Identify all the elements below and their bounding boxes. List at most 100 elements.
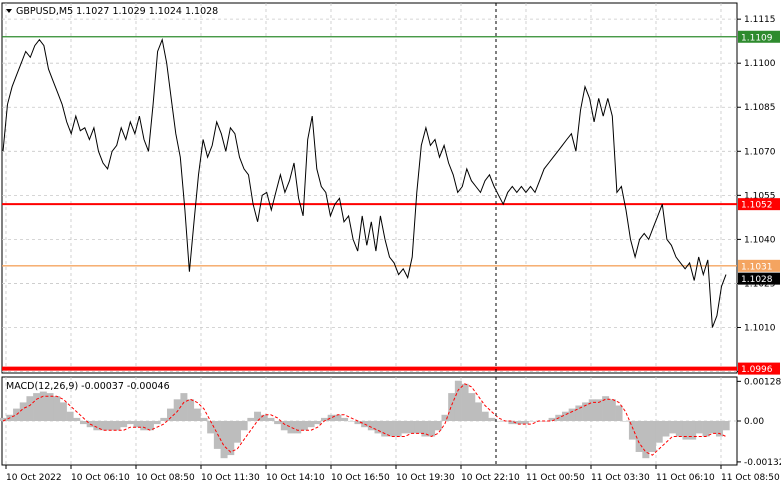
macd-histogram-bar (0, 417, 7, 421)
macd-histogram-bar (702, 421, 710, 437)
macd-histogram-bar (541, 421, 549, 422)
y-tick-label: 1.1070 (744, 147, 776, 157)
macd-histogram-bar (495, 421, 503, 422)
macd-histogram-bar (394, 421, 402, 437)
price-chart-title: GBPUSD,M5 1.1027 1.1029 1.1024 1.1028 (16, 6, 218, 17)
macd-histogram-bar (307, 421, 315, 428)
macd-histogram-bar (428, 421, 436, 437)
macd-histogram-bar (481, 411, 489, 421)
macd-histogram-bar (173, 399, 181, 421)
macd-histogram-bar (528, 421, 536, 422)
macd-histogram-bar (334, 414, 342, 421)
macd-histogram-bar (374, 421, 382, 434)
x-tick-label: 11 Oct 06:10 (656, 473, 715, 483)
macd-histogram-bar (488, 417, 496, 421)
macd-histogram-bar (367, 421, 375, 431)
level-tag (738, 198, 780, 211)
macd-histogram-bar (588, 399, 596, 421)
macd-histogram-bar (73, 417, 81, 421)
x-tick-label: 11 Oct 03:30 (591, 473, 650, 483)
macd-histogram-bar (408, 421, 416, 434)
level-tag-label: 1.1109 (741, 33, 773, 43)
y-tick-label: 1.1040 (744, 235, 776, 245)
y-tick-label: 1.1055 (744, 191, 776, 201)
macd-histogram-bar (160, 417, 168, 421)
macd-histogram-bar (327, 414, 335, 421)
macd-histogram-bar (454, 380, 462, 421)
macd-histogram-bar (602, 396, 610, 421)
macd-histogram-bar (66, 411, 74, 421)
macd-histogram-bar (146, 421, 154, 431)
macd-title: MACD(12,26,9) -0.00037 -0.00046 (6, 381, 170, 392)
current-price-label: 1.1028 (741, 275, 773, 285)
macd-histogram-bar (180, 393, 188, 421)
macd-histogram-bar (53, 396, 61, 421)
macd-histogram-bar (287, 421, 295, 434)
macd-histogram-bar (100, 421, 108, 431)
macd-histogram-bar (133, 421, 141, 428)
x-tick-label: 10 Oct 14:10 (266, 473, 325, 483)
macd-histogram-bar (260, 414, 268, 421)
macd-histogram-bar (13, 408, 21, 421)
macd-histogram-bar (615, 405, 623, 421)
macd-histogram-bar (628, 421, 636, 440)
macd-histogram-bar (561, 411, 569, 421)
macd-histogram-bar (649, 421, 657, 452)
x-tick-label: 10 Oct 16:50 (331, 473, 390, 483)
macd-histogram-bar (320, 417, 328, 421)
dropdown-triangle-icon (6, 9, 12, 13)
macd-histogram-bar (33, 393, 41, 421)
macd-histogram-bar (381, 421, 389, 437)
macd-histogram-bar (140, 421, 148, 431)
macd-histogram-bar (187, 399, 195, 421)
macd-histogram-bar (200, 417, 208, 421)
macd-histogram-bar (227, 421, 235, 456)
y-tick-label: 1.1010 (744, 323, 776, 333)
macd-histogram-bar (655, 421, 663, 443)
macd-histogram-bar (106, 421, 114, 431)
macd-histogram-bar (280, 421, 288, 431)
macd-histogram-bar (521, 421, 529, 425)
macd-histogram-bar (434, 421, 442, 431)
macd-histogram-bar (568, 408, 576, 421)
macd-histogram-bar (113, 421, 121, 431)
macd-histogram-bar (79, 421, 87, 425)
macd-histogram-bar (126, 421, 134, 425)
macd-histogram-bar (247, 417, 255, 421)
level-tag-label: 1.0996 (741, 365, 773, 375)
macd-histogram-bar (213, 421, 221, 449)
macd-histogram-bar (220, 421, 228, 459)
macd-histogram-bar (642, 421, 650, 459)
x-tick-label: 10 Oct 11:30 (201, 473, 260, 483)
x-tick-label: 10 Oct 2022 (6, 473, 62, 483)
macd-histogram-bar (300, 421, 308, 431)
y-tick-label: 1.1100 (744, 59, 776, 69)
macd-histogram-bar (474, 402, 482, 421)
macd-histogram-bar (709, 421, 717, 434)
level-tag (738, 362, 780, 375)
macd-histogram-bar (635, 421, 643, 452)
macd-histogram-bar (715, 421, 723, 437)
macd-histogram-bar (575, 405, 583, 421)
macd-histogram-bar (401, 421, 409, 434)
macd-histogram-bar (461, 383, 469, 421)
macd-histogram-bar (695, 421, 703, 434)
macd-histogram-bar (19, 402, 27, 421)
macd-histogram-bar (341, 417, 349, 421)
macd-histogram-bar (722, 421, 730, 431)
x-tick-label: 10 Oct 19:30 (396, 473, 455, 483)
macd-histogram-bar (515, 421, 523, 425)
macd-histogram-bar (59, 402, 67, 421)
x-tick-label: 10 Oct 08:50 (136, 473, 195, 483)
macd-histogram-bar (153, 421, 161, 425)
macd-histogram-bar (414, 421, 422, 434)
macd-histogram-bar (26, 396, 34, 421)
macd-histogram-bar (675, 421, 683, 437)
x-tick-label: 11 Oct 00:50 (526, 473, 585, 483)
macd-y-tick-label: -0.00132 (744, 458, 781, 468)
macd-histogram-bar (274, 421, 282, 425)
level-tag-label: 1.1031 (741, 262, 773, 272)
macd-histogram-bar (347, 421, 355, 422)
macd-histogram-bar (240, 421, 248, 431)
macd-histogram-bar (120, 421, 128, 428)
